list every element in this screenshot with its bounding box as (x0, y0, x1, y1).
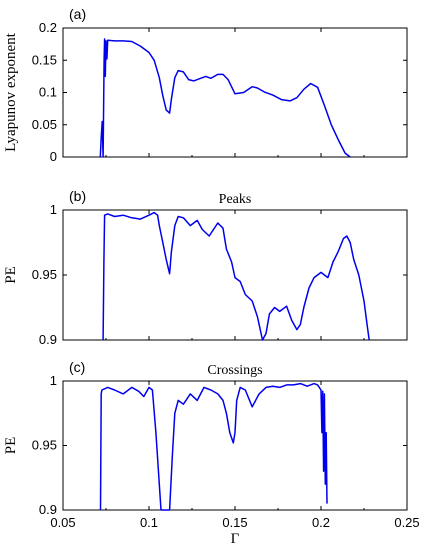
y-tick-label: 0.9 (39, 502, 57, 517)
y-tick-label: 0.2 (39, 20, 57, 35)
y-tick-label: 1 (50, 202, 57, 217)
series-line (102, 211, 370, 341)
panel-3: 0.05 0.1 0.15 0.2 0.25 0.9 0.95 1 (c) Crossings PE… (3, 359, 420, 547)
y-tick-label: 0.05 (32, 117, 57, 132)
y-tick-label: 0.95 (32, 267, 57, 282)
y-tick-label: 0.1 (39, 85, 57, 100)
panel-2: 0.9 0.95 1 (b) Peaks PE (3, 188, 408, 347)
panel-label: (c) (69, 359, 85, 375)
series-line (99, 382, 328, 511)
y-tick-label: 1 (50, 373, 57, 388)
x-tick-label: 0.2 (312, 515, 330, 530)
y-axis-label: PE (3, 437, 19, 455)
panel-1: 0 0.05 0.1 0.15 0.2 (a) Lyapunov exponent (3, 6, 408, 164)
y-tick-label: 0.15 (32, 52, 57, 67)
x-tick-label: 0.05 (50, 515, 75, 530)
x-axis-label: Γ (231, 531, 240, 547)
y-axis-label: PE (3, 266, 19, 284)
y-axis-label: Lyapunov exponent (3, 32, 19, 152)
panel-title: Peaks (219, 192, 252, 207)
panel-label: (b) (69, 188, 86, 204)
y-tick-label: 0.95 (32, 438, 57, 453)
plot-frame (62, 380, 408, 511)
panel-title: Crossings (207, 363, 262, 378)
x-tick-label: 0.15 (222, 515, 247, 530)
y-tick-label: 0.9 (39, 332, 57, 347)
x-tick-label: 0.25 (394, 515, 419, 530)
y-tick-label: 0 (50, 149, 57, 164)
panel-label: (a) (69, 6, 86, 22)
x-tick-label: 0.1 (140, 515, 158, 530)
series-line (99, 38, 351, 158)
